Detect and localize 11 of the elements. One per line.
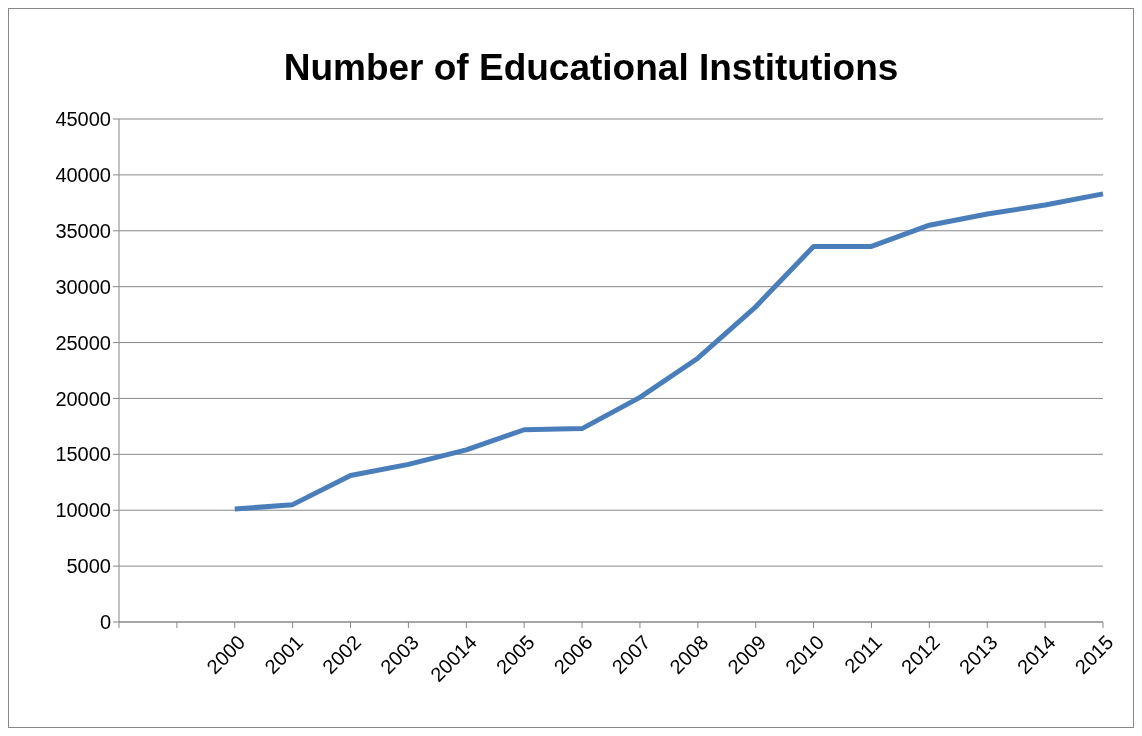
y-tick-label: 45000 [55,108,111,131]
y-tick-label: 30000 [55,275,111,298]
y-tick-label: 0 [99,611,111,634]
y-tick-label: 5000 [66,555,111,578]
chart-title: Number of Educational Institutions [282,47,900,90]
y-tick-label: 10000 [55,499,111,522]
y-tick-label: 40000 [55,163,111,186]
y-tick-label: 20000 [55,387,111,410]
y-tick-label: 35000 [55,219,111,242]
y-tick-label: 15000 [55,443,111,466]
y-tick-label: 25000 [55,331,111,354]
